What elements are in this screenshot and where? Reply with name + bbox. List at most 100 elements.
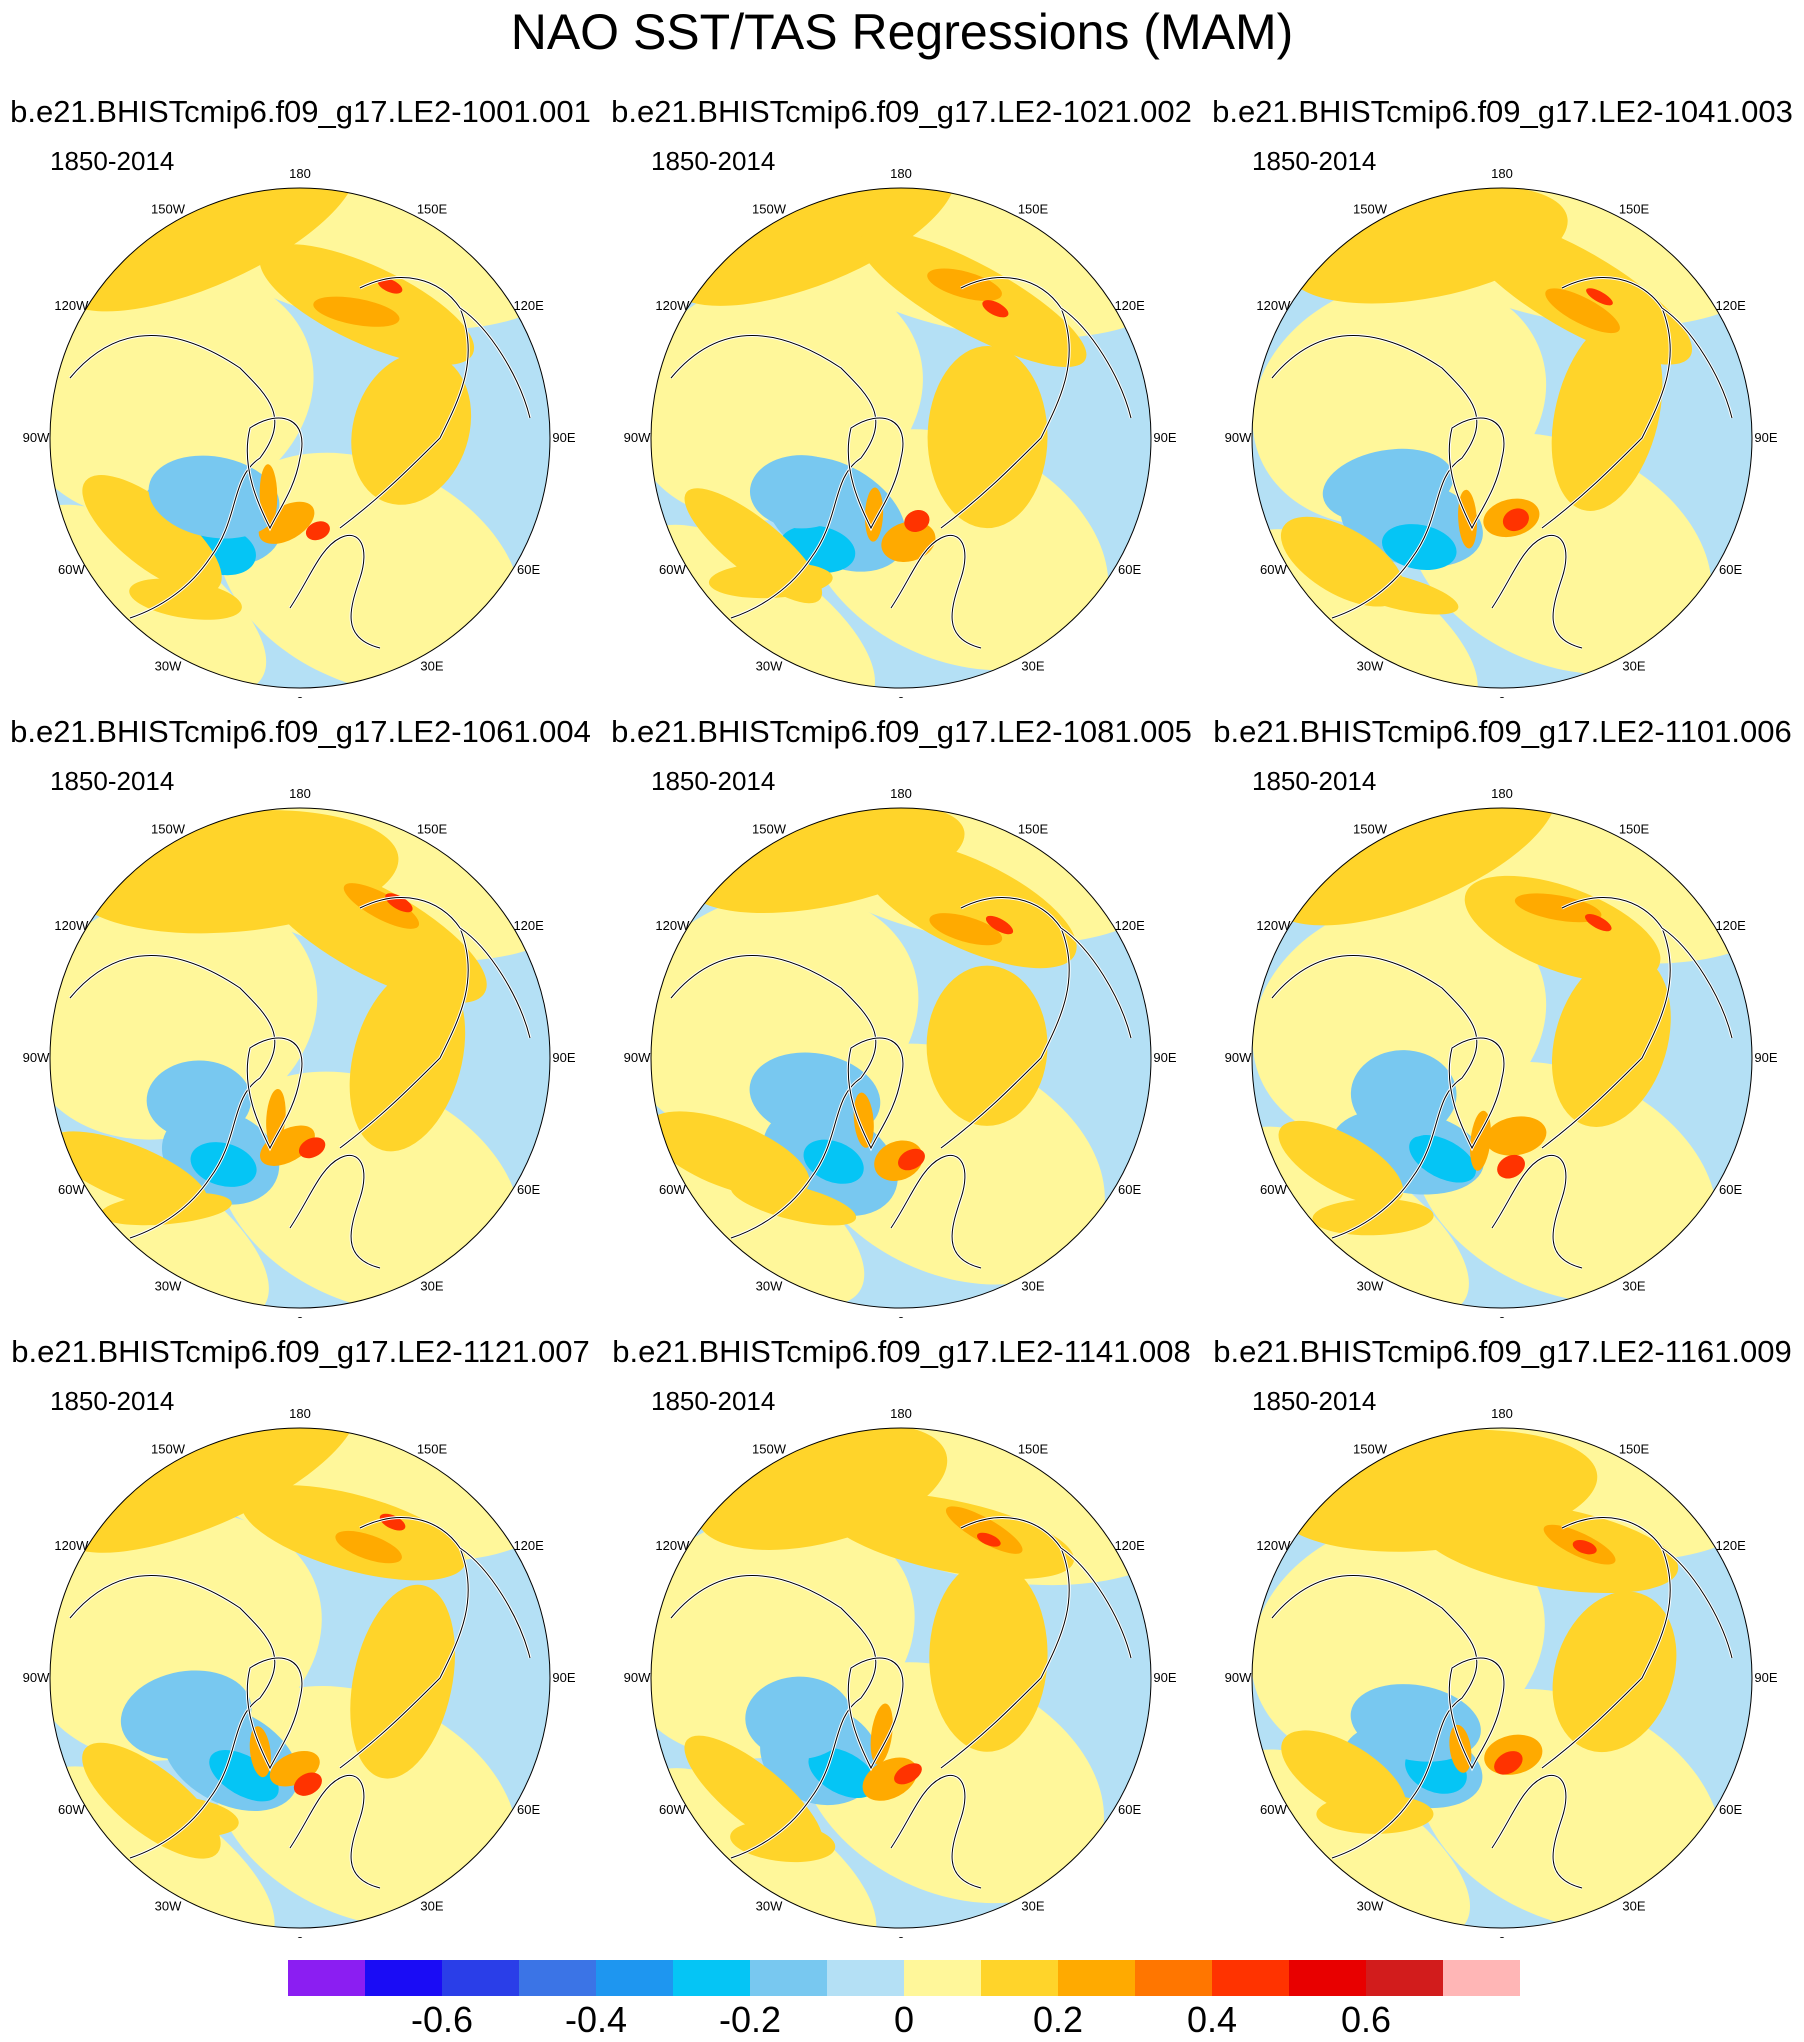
longitude-label: 90W [23,430,50,445]
longitude-label: 90E [1754,1670,1777,1685]
panel-title: b.e21.BHISTcmip6.f09_g17.LE2-1001.001 [10,94,591,129]
coastline [890,1155,982,1269]
longitude-label: 0 [296,1314,303,1318]
longitude-label: 30W [155,659,182,674]
longitude-label: 90E [1153,1670,1176,1685]
anomaly-region [351,352,472,505]
anomaly-region [148,455,280,539]
panel-period: 1850-2014 [1252,1386,1377,1416]
anomaly-region [853,1092,874,1148]
panel-title: b.e21.BHISTcmip6.f09_g17.LE2-1101.006 [1213,714,1792,749]
map-field [50,188,550,688]
longitude-label: 120W [655,298,690,313]
coastline [1448,1657,1505,1770]
longitude-label: 150E [1619,821,1650,836]
longitude-label: 60W [1260,562,1287,577]
anomaly-region [1449,1724,1472,1773]
longitude-label: 120W [1256,1538,1291,1553]
panel-period: 1850-2014 [50,146,175,176]
anomaly-region [209,1750,279,1802]
longitude-label: 0 [1498,1934,1505,1938]
longitude-label: 150E [417,821,448,836]
colorbar-box [1135,1960,1212,1996]
longitude-label: 90W [23,1670,50,1685]
longitude-label: 120E [513,918,544,933]
colorbar-box [827,1960,904,1996]
anomaly-region [1545,288,1620,334]
longitude-label: 60W [659,1182,686,1197]
anomaly-region [985,915,1014,935]
longitude-label: 30E [1622,659,1645,674]
longitude-label: 90W [1225,430,1252,445]
longitude-label: 120E [513,1538,544,1553]
longitude-label: 180 [289,786,311,801]
longitude-label: 120E [1114,298,1145,313]
anomaly-region [982,300,1009,318]
longitude-label: 60E [1118,1182,1141,1197]
map-boundary [1251,187,1753,689]
colorbar-tick-label: -0.4 [564,1999,628,2040]
coastline [940,277,1070,529]
polar-map: 180 150E 120E 90E 60E 30E 0 30W 60W 90W 120W 150W [23,166,576,698]
longitude-label: 60E [517,1182,540,1197]
polar-map: 180 150E 120E 90E 60E 30E 0 30W 60W 90W 120W 150W [1225,166,1778,698]
anomaly-region [904,509,930,533]
colorbar-box [1443,1960,1520,1996]
main-title: NAO SST/TAS Regressions (MAM) [510,4,1294,60]
coastline [1491,1775,1583,1889]
anomaly-region [651,524,875,688]
anomaly-region [257,858,487,1004]
panel-title: b.e21.BHISTcmip6.f09_g17.LE2-1161.009 [1213,1334,1792,1369]
longitude-label: 60E [1719,1182,1742,1197]
longitude-label: 30W [155,1899,182,1914]
longitude-label: 30E [420,1899,443,1914]
map-boundary [49,187,551,689]
anomaly-region [1494,1751,1523,1775]
colorbar-tick-label: -0.2 [718,1999,782,2040]
longitude-label: 90W [624,430,651,445]
anomaly-region [249,1726,271,1778]
coastline [1541,1517,1671,1769]
anomaly-region [129,578,242,620]
polar-map: 180 150E 120E 90E 60E 30E 0 30W 60W 90W 120W 150W [624,1406,1177,1938]
longitude-label: 180 [890,1406,912,1421]
coastline [246,417,303,530]
panel-period: 1850-2014 [651,1386,776,1416]
coastline [289,1155,381,1269]
longitude-label: 180 [890,166,912,181]
anomaly-region [1572,1540,1597,1555]
anomaly-region [335,1530,402,1564]
colorbar-tick-label: 0 [893,1999,915,2040]
anomaly-region [945,1506,1023,1554]
longitude-label: 60E [1118,1802,1141,1817]
longitude-label: 150W [1353,821,1388,836]
longitude-label: 150E [1619,201,1650,216]
anomaly-region [1551,317,1663,511]
map-field [651,808,1151,1308]
coastline [670,335,877,619]
longitude-label: 150W [151,821,186,836]
map-field [651,1428,1151,1928]
longitude-label: 90W [1225,1050,1252,1065]
longitude-label: 120W [655,918,690,933]
longitude-label: 180 [1491,786,1513,801]
longitude-label: 120E [1715,298,1746,313]
anomaly-region [129,1795,239,1837]
coastline [339,277,469,529]
coastline [890,535,982,649]
map-field [50,1428,550,1928]
anomaly-region [1497,1154,1525,1179]
anomaly-region [894,1763,922,1785]
polar-map: 180 150E 120E 90E 60E 30E 0 30W 60W 90W 120W 150W [624,786,1177,1318]
coastline [1491,1155,1583,1269]
map-field [1252,188,1752,688]
longitude-label: 30E [1021,659,1044,674]
longitude-label: 90E [1153,430,1176,445]
anomaly-region [212,1686,518,1927]
coastline [69,335,276,619]
polar-map: 180 150E 120E 90E 60E 30E 0 30W 60W 90W 120W 150W [23,1406,576,1938]
longitude-label: 30W [756,1899,783,1914]
longitude-label: 60E [1719,562,1742,577]
longitude-label: 150W [1353,201,1388,216]
colorbar-tick-label: 0.2 [1032,1999,1084,2040]
